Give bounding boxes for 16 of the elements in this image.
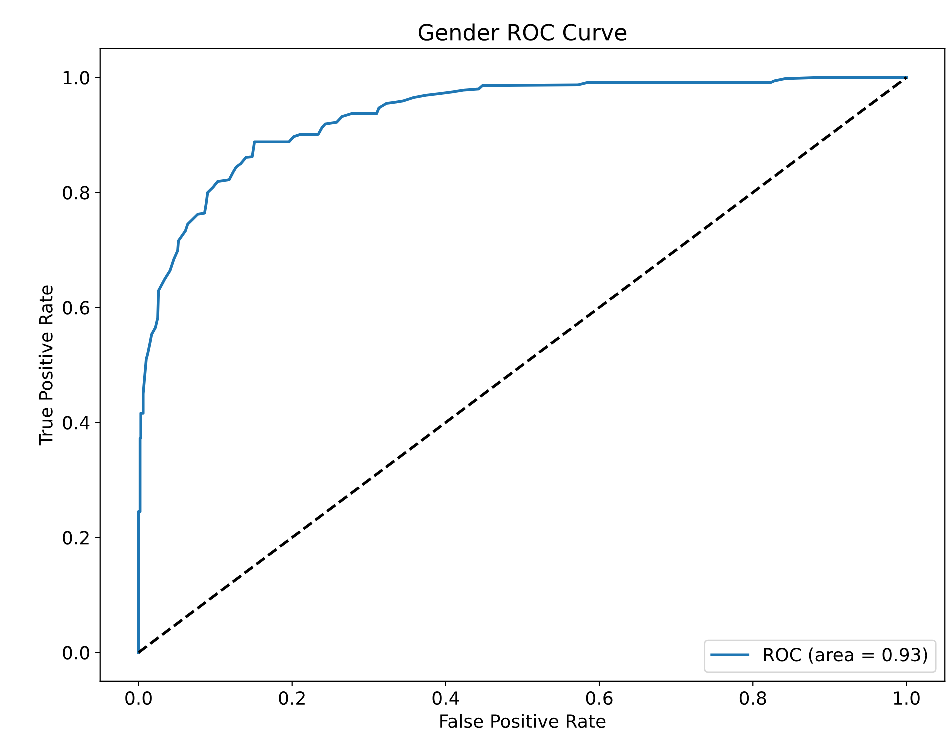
y-tick-label: 0.0: [63, 646, 90, 660]
x-axis-title: False Positive Rate: [440, 714, 606, 728]
y-tick-label: 1.0: [64, 71, 90, 85]
x-tick-label: 0.6: [586, 692, 613, 706]
y-tick-label: 0.4: [63, 416, 90, 430]
x-tick-label: 0.4: [432, 692, 460, 706]
y-tick-label: 0.6: [63, 301, 90, 315]
x-tick-label: 1.0: [894, 692, 920, 706]
x-tick-label: 0.2: [279, 692, 305, 706]
x-tick-label: 0.0: [126, 692, 152, 706]
x-tick-label: 0.8: [740, 692, 766, 706]
y-axis-title: True Positive Rate: [38, 286, 53, 446]
chart-title: Gender ROC Curve: [418, 24, 627, 41]
y-tick-label: 0.2: [63, 531, 89, 545]
legend-label: ROC (area = 0.93): [764, 648, 928, 664]
y-tick-label: 0.8: [63, 186, 90, 200]
